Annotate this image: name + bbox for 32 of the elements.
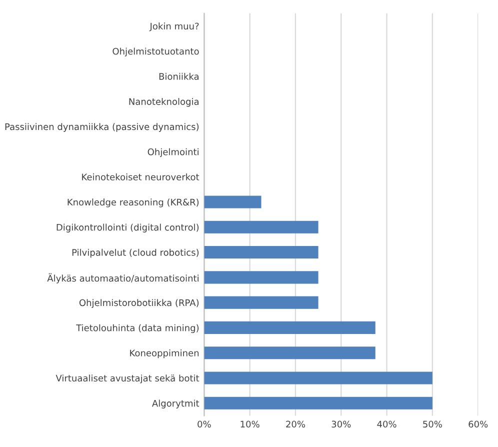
y-tick-label: Koneoppiminen <box>130 349 199 358</box>
y-tick-label: Bioniikka <box>159 72 198 80</box>
y-tick-label: Virtuaaliset avustajat sekä botit <box>56 374 200 384</box>
bar <box>204 321 376 334</box>
x-tick-label: 30% <box>332 420 351 428</box>
bar <box>204 246 318 259</box>
y-tick-label: Nanoteknologia <box>129 98 198 107</box>
x-tick-label: 50% <box>423 420 442 428</box>
bar <box>204 271 318 284</box>
y-tick-label: Knowledge reasoning (KR&R) <box>68 198 199 208</box>
x-tick-label: 60% <box>468 420 488 428</box>
bar <box>204 346 376 360</box>
x-tick-label: 0% <box>198 420 211 428</box>
y-tick-label: Keinotekoiset neuroverkot <box>82 173 200 180</box>
y-tick-label: Ohjelmointi <box>148 148 198 158</box>
bar <box>204 220 318 234</box>
bar <box>204 196 262 208</box>
y-tick-label: Jokin muu? <box>149 22 199 32</box>
x-tick-label: 40% <box>377 420 396 428</box>
x-tick-label: 20% <box>286 420 306 428</box>
bar <box>204 372 432 384</box>
y-tick-label: Tietolouhinta (data mining) <box>76 324 199 334</box>
y-tick-label: Ohjelmistorobotiikka (RPA) <box>79 299 199 308</box>
y-tick-label: Passiivinen dynamiikka (passive dynamics) <box>5 123 199 132</box>
y-tick-label: Algorytmit <box>152 400 200 408</box>
y-tick-label: Pilvipalvelut (cloud robotics) <box>72 248 199 258</box>
y-tick-label: Digikontrollointi (digital control) <box>56 224 199 232</box>
bar <box>204 396 432 410</box>
x-tick-label: 10% <box>240 420 260 428</box>
bar <box>204 296 318 309</box>
y-tick-label: Ohjelmistotuotanto <box>112 48 199 56</box>
y-tick-label: Älykäs automaatio/automatisointi <box>47 273 198 284</box>
